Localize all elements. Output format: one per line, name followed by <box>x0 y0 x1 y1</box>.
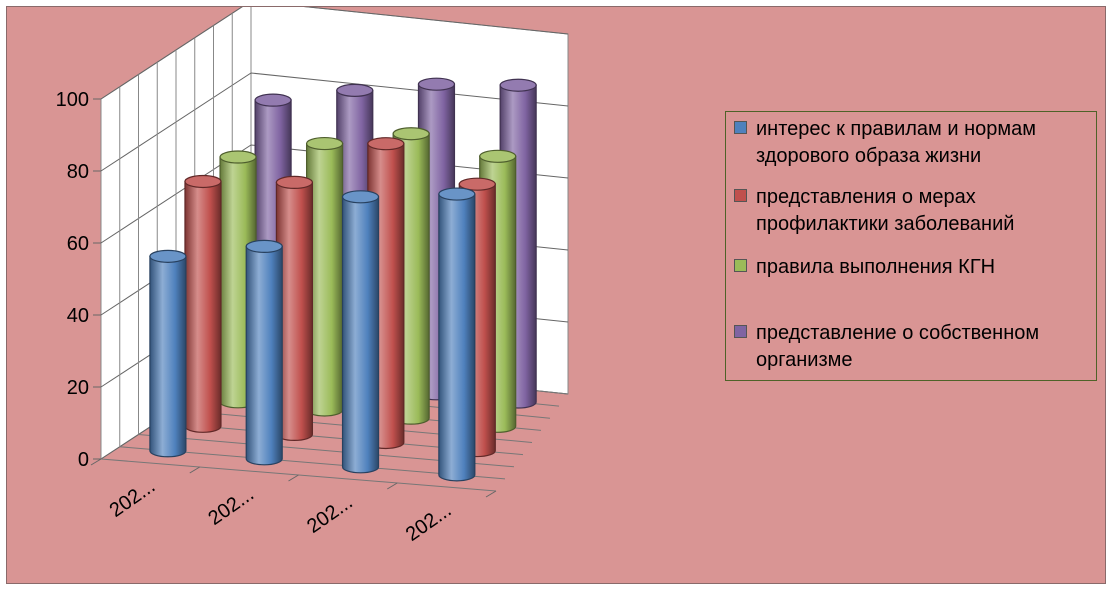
legend-label-line: профилактики заболеваний <box>756 213 1015 235</box>
legend: интерес к правилам и нормам здорового обр… <box>725 111 1097 381</box>
legend-label: интерес к правилам и нормам здорового обр… <box>756 116 1096 170</box>
bar <box>275 175 314 441</box>
y-tick-label: 80 <box>67 161 89 183</box>
chart-area: 0 20 40 60 80 100 202... 202... 202... 202... ин… <box>6 6 1106 584</box>
legend-label-line: представления о мерах <box>756 186 976 208</box>
legend-label-line: правила выполнения КГН <box>756 256 996 278</box>
bar <box>245 239 283 466</box>
legend-label: правила выполнения КГН <box>756 254 1096 281</box>
legend-label-line: организме <box>756 349 853 371</box>
bar <box>438 187 476 482</box>
x-tick-label: 202... <box>402 499 456 546</box>
bar <box>305 136 344 417</box>
bar <box>341 190 380 474</box>
x-tick <box>386 482 398 490</box>
x-tick <box>189 466 201 474</box>
gridline <box>100 144 569 244</box>
x-tick <box>485 490 497 498</box>
legend-label: представление о собственном организме <box>756 320 1096 374</box>
y-tick-label: 40 <box>67 305 89 327</box>
legend-label-line: представление о собственном <box>756 322 1040 344</box>
bar <box>184 174 222 433</box>
legend-swatch <box>734 259 747 272</box>
bar <box>149 249 187 458</box>
x-tick <box>288 474 299 482</box>
x-tick-label: 202... <box>303 491 357 538</box>
x-tick-label: 202... <box>204 483 258 530</box>
y-tick-label: 20 <box>67 377 89 399</box>
legend-swatch <box>734 325 747 338</box>
gridline <box>100 7 569 100</box>
y-tick-label: 0 <box>78 449 89 471</box>
legend-label: представления о мерах профилактики заболе… <box>756 184 1096 238</box>
x-tick-label: 202... <box>106 475 160 522</box>
y-tick-label: 60 <box>67 233 89 255</box>
legend-swatch <box>734 189 747 202</box>
legend-swatch <box>734 121 747 134</box>
chart-plot: 0 20 40 60 80 100 202... 202... 202... 202... <box>56 7 569 546</box>
x-tick <box>90 458 102 466</box>
y-tick-label: 100 <box>56 89 89 111</box>
gridline <box>100 72 569 172</box>
legend-label-line: интерес к правилам и нормам <box>756 118 1036 140</box>
legend-label-line: здорового образа жизни <box>756 145 982 167</box>
